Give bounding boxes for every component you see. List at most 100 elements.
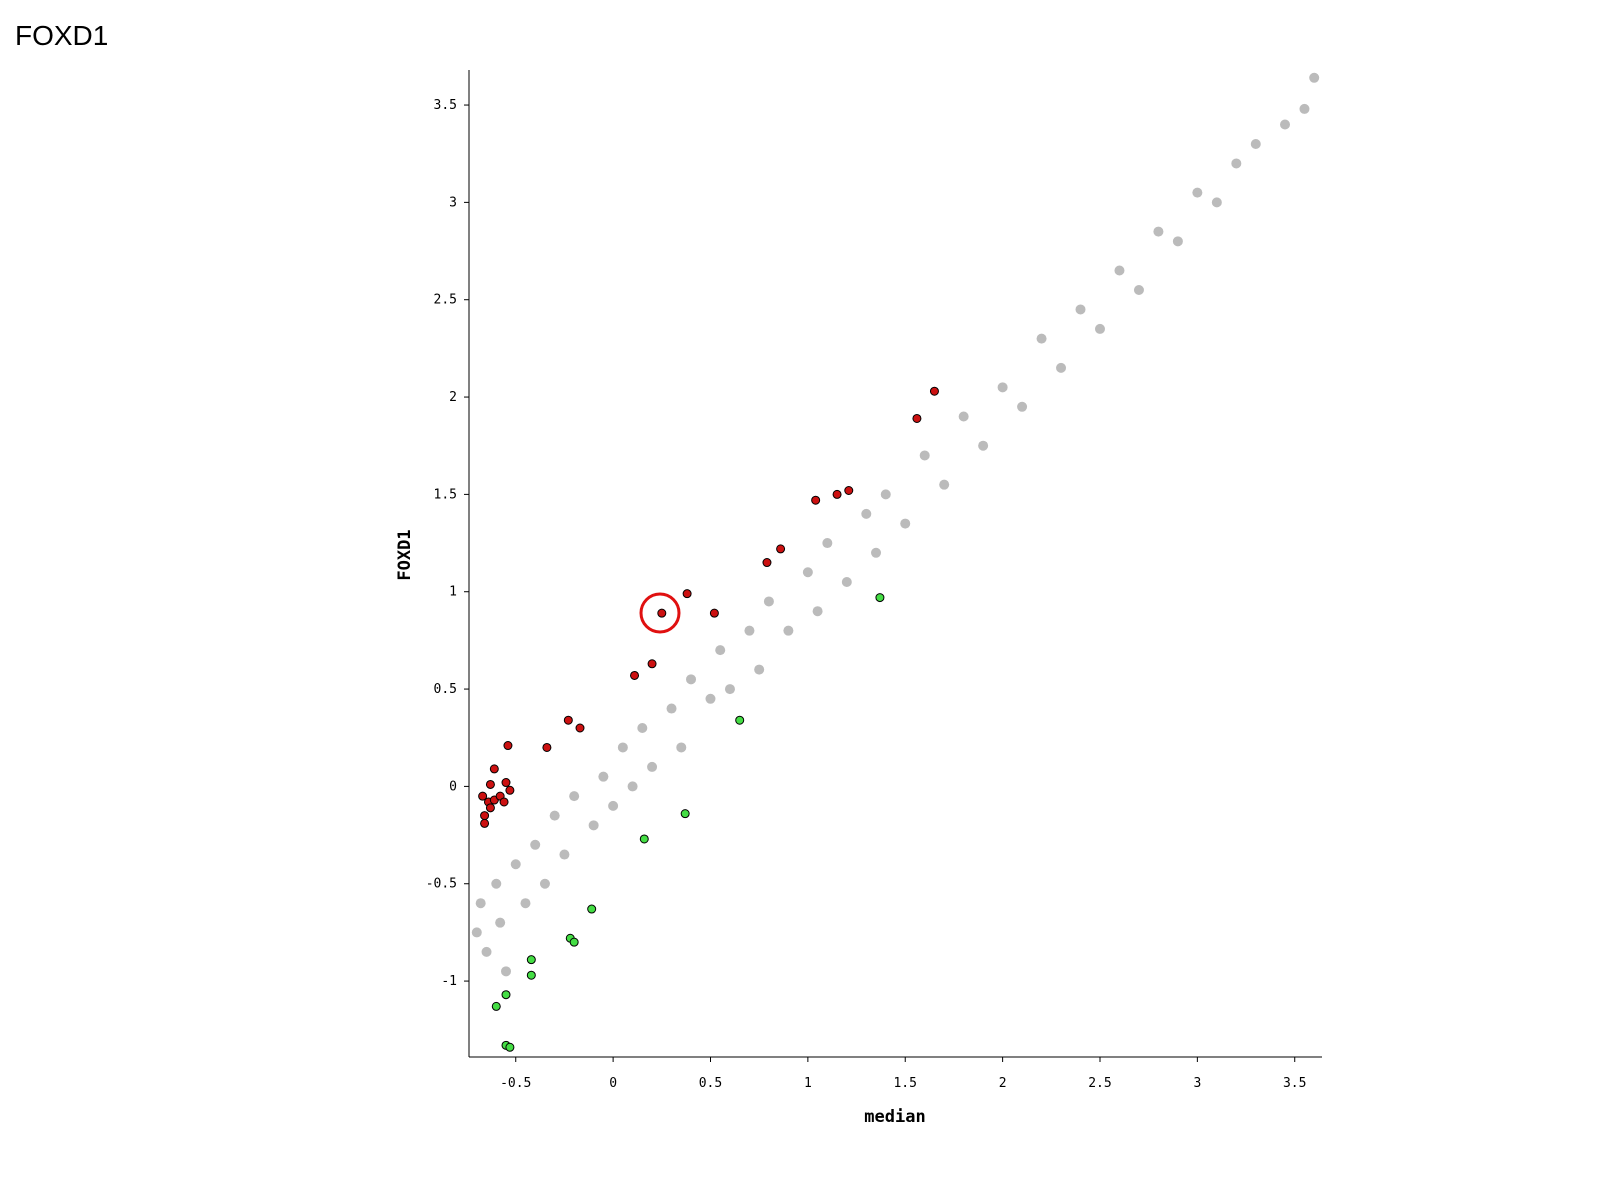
y-tick-label: 3 (449, 195, 457, 210)
point (871, 547, 882, 558)
point (939, 479, 950, 490)
y-tick-label: -0.5 (426, 877, 457, 892)
y-tick-label: -1 (441, 974, 457, 989)
point (1211, 197, 1222, 208)
point (776, 544, 786, 554)
point (549, 810, 560, 821)
point (617, 742, 628, 753)
x-tick-label: 1 (804, 1076, 812, 1091)
point (1133, 284, 1144, 295)
point (676, 742, 687, 753)
point (499, 797, 509, 807)
point (709, 608, 719, 618)
y-axis-label: FOXD1 (395, 529, 415, 580)
point (680, 809, 690, 819)
x-tick-label: 3 (1193, 1076, 1201, 1091)
point (526, 970, 536, 980)
point (844, 485, 854, 495)
point (929, 386, 939, 396)
points (471, 72, 1320, 1052)
y-tick-label: 2.5 (434, 293, 457, 308)
point (861, 508, 872, 519)
point (647, 659, 657, 669)
point (1172, 236, 1183, 247)
point (501, 990, 511, 1000)
point (762, 558, 772, 568)
point (1192, 187, 1203, 198)
point (501, 778, 511, 788)
point (542, 742, 552, 752)
y-tick-label: 1.5 (434, 487, 457, 502)
point (471, 927, 482, 938)
point (485, 803, 495, 813)
point (639, 834, 649, 844)
point (875, 593, 885, 603)
point (559, 849, 570, 860)
point (802, 567, 813, 578)
point (1309, 72, 1320, 83)
point (958, 411, 969, 422)
point (997, 382, 1008, 393)
point (526, 955, 536, 965)
point (666, 703, 677, 714)
x-tick-label: 3.5 (1283, 1076, 1306, 1091)
point (598, 771, 609, 782)
point (569, 791, 580, 802)
point (978, 440, 989, 451)
point (783, 625, 794, 636)
point (539, 878, 550, 889)
point (491, 878, 502, 889)
point (510, 859, 521, 870)
point (754, 664, 765, 675)
point (735, 715, 745, 725)
point (841, 576, 852, 587)
point (724, 684, 735, 695)
y-tick-label: 3.5 (434, 98, 457, 113)
point (715, 645, 726, 656)
y-tick-label: 1 (449, 585, 457, 600)
x-tick-label: 2.5 (1088, 1076, 1111, 1091)
point (491, 1001, 501, 1011)
point (822, 538, 833, 549)
point (587, 904, 597, 914)
point (630, 670, 640, 680)
point (812, 606, 823, 617)
point (569, 937, 579, 947)
point (1114, 265, 1125, 276)
point (880, 489, 891, 500)
x-tick-label: 0.5 (699, 1076, 722, 1091)
highlight-ring (639, 592, 681, 634)
point (832, 489, 842, 499)
point (657, 608, 667, 618)
y-tick-label: 0.5 (434, 682, 457, 697)
point (505, 785, 515, 795)
point (475, 898, 486, 909)
point (530, 839, 541, 850)
point (501, 966, 512, 977)
point (744, 625, 755, 636)
point (686, 674, 697, 685)
point (705, 693, 716, 704)
x-tick-label: 1.5 (893, 1076, 916, 1091)
point (682, 589, 692, 599)
point (1056, 362, 1067, 373)
point (1231, 158, 1242, 169)
point (563, 715, 573, 725)
y-tick-label: 0 (449, 779, 457, 794)
point (763, 596, 774, 607)
point (1017, 401, 1028, 412)
point (481, 946, 492, 957)
point (912, 413, 922, 423)
point (489, 764, 499, 774)
point (495, 917, 506, 928)
point (1153, 226, 1164, 237)
point (627, 781, 638, 792)
point (505, 1042, 515, 1052)
chart-title: FOXD1 (15, 20, 108, 51)
point (1250, 138, 1261, 149)
point (1279, 119, 1290, 130)
point (608, 800, 619, 811)
point (520, 898, 531, 909)
point (480, 818, 490, 828)
